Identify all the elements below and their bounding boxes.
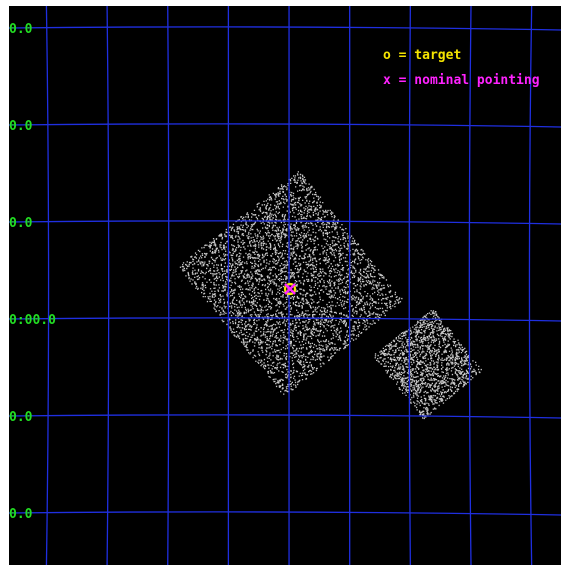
grid-line-vertical bbox=[408, 6, 411, 565]
pointing-markers bbox=[283, 282, 297, 296]
grid-line-vertical bbox=[227, 6, 230, 565]
dec-label: 0.0 bbox=[9, 410, 33, 425]
sky-image: 0.0 0.0 0.0 0:00.0 0.0 0.0 bbox=[9, 6, 561, 565]
grid-line-vertical bbox=[468, 6, 472, 565]
exposure-fields bbox=[179, 171, 482, 420]
grid-line-vertical bbox=[167, 6, 170, 565]
dec-label: 0.0 bbox=[9, 216, 33, 231]
declination-labels: 0.0 0.0 0.0 0:00.0 0.0 0.0 bbox=[9, 22, 56, 522]
nominal-pointing-marker bbox=[284, 283, 296, 295]
target-marker bbox=[283, 282, 297, 296]
sky-image-frame: 0.0 0.0 0.0 0:00.0 0.0 0.0 o = target x = nom… bbox=[9, 6, 561, 565]
dec-label: 0.0 bbox=[9, 507, 33, 522]
grid-line-vertical bbox=[45, 6, 50, 565]
grid-line-horizontal bbox=[9, 414, 561, 419]
grid-line-vertical bbox=[528, 6, 533, 565]
coordinate-grid bbox=[9, 6, 561, 565]
field-large bbox=[179, 171, 403, 395]
dec-label: 0.0 bbox=[9, 22, 33, 37]
grid-line-vertical bbox=[348, 6, 351, 565]
grid-line-horizontal bbox=[9, 511, 561, 516]
grid-line-horizontal bbox=[9, 26, 561, 31]
legend-target: o = target bbox=[383, 48, 462, 63]
grid-line-horizontal bbox=[9, 123, 561, 128]
field-small bbox=[374, 310, 482, 420]
grid-line-horizontal bbox=[9, 317, 561, 322]
dec-label: 0:00.0 bbox=[9, 313, 56, 328]
grid-line-vertical bbox=[106, 6, 110, 565]
legend-nominal: x = nominal pointing bbox=[383, 73, 540, 88]
grid-line-horizontal bbox=[9, 220, 561, 225]
dec-label: 0.0 bbox=[9, 119, 33, 134]
